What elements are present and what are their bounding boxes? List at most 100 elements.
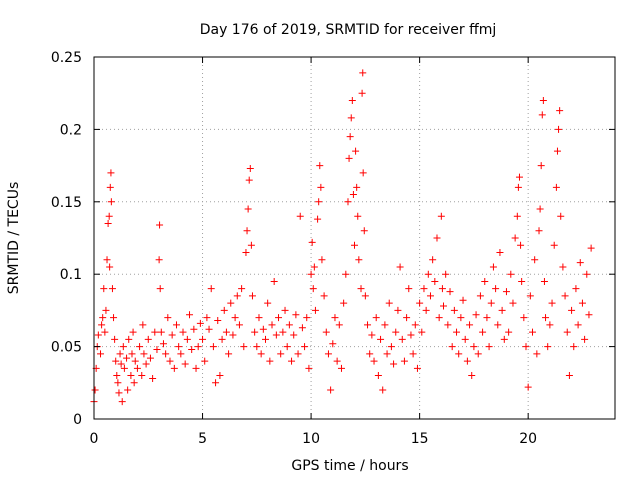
- data-point: [220, 306, 228, 314]
- data-point: [515, 173, 523, 181]
- data-point: [390, 360, 398, 368]
- data-point: [245, 176, 253, 184]
- data-point: [385, 299, 393, 307]
- data-point: [170, 364, 178, 372]
- y-tick-label: 0: [73, 412, 82, 428]
- data-point: [563, 328, 571, 336]
- data-point: [489, 263, 497, 271]
- data-point: [364, 321, 372, 329]
- data-point: [146, 354, 154, 362]
- data-point: [394, 306, 402, 314]
- data-point: [361, 292, 369, 300]
- plot-frame: [93, 56, 616, 420]
- data-point: [444, 321, 452, 329]
- data-point: [279, 328, 287, 336]
- data-point: [255, 314, 263, 322]
- data-point: [192, 364, 200, 372]
- data-point: [583, 270, 591, 278]
- data-point: [281, 306, 289, 314]
- data-point: [540, 277, 548, 285]
- data-point: [97, 350, 105, 358]
- data-point: [576, 259, 584, 267]
- data-point: [168, 331, 176, 339]
- data-point: [337, 364, 345, 372]
- data-point: [459, 296, 467, 304]
- data-point: [144, 335, 152, 343]
- data-point: [251, 328, 259, 336]
- data-point: [247, 241, 255, 249]
- data-point: [238, 285, 246, 293]
- data-point: [225, 350, 233, 358]
- data-points: [90, 69, 595, 406]
- data-point: [283, 343, 291, 351]
- data-point: [244, 205, 252, 213]
- data-point: [102, 306, 110, 314]
- data-point: [581, 335, 589, 343]
- data-point: [139, 321, 147, 329]
- data-point: [359, 69, 367, 77]
- data-point: [130, 379, 138, 387]
- data-point: [335, 321, 343, 329]
- tick-marks: [93, 56, 615, 420]
- data-point: [407, 331, 415, 339]
- data-point: [277, 350, 285, 358]
- data-point: [243, 227, 251, 235]
- data-point: [481, 277, 489, 285]
- data-point: [288, 357, 296, 365]
- data-point: [418, 328, 426, 336]
- data-point: [524, 383, 532, 391]
- data-point: [138, 372, 146, 380]
- data-point: [155, 256, 163, 264]
- data-point: [268, 321, 276, 329]
- data-point: [296, 212, 304, 220]
- data-point: [290, 331, 298, 339]
- data-point: [136, 343, 144, 351]
- data-point: [199, 335, 207, 343]
- data-point: [555, 125, 563, 133]
- data-point: [177, 350, 185, 358]
- grid: [94, 57, 615, 419]
- data-point: [514, 183, 522, 191]
- data-point: [309, 285, 317, 293]
- data-point: [248, 292, 256, 300]
- data-point: [108, 285, 116, 293]
- data-point: [301, 343, 309, 351]
- data-point: [201, 357, 209, 365]
- data-point: [431, 277, 439, 285]
- data-point: [308, 238, 316, 246]
- data-point: [275, 314, 283, 322]
- data-point: [568, 306, 576, 314]
- data-point: [190, 325, 198, 333]
- data-point: [105, 212, 113, 220]
- data-point: [544, 343, 552, 351]
- data-point: [379, 386, 387, 394]
- data-point: [546, 321, 554, 329]
- data-point: [450, 306, 458, 314]
- data-point: [453, 328, 461, 336]
- data-point: [272, 331, 280, 339]
- data-point: [435, 314, 443, 322]
- data-point: [186, 311, 194, 319]
- x-tick-label: 0: [90, 431, 99, 447]
- data-point: [233, 292, 241, 300]
- data-point: [522, 343, 530, 351]
- data-point: [166, 357, 174, 365]
- data-point: [117, 360, 125, 368]
- data-point: [440, 302, 448, 310]
- data-point: [153, 345, 161, 353]
- data-point: [422, 306, 430, 314]
- data-point: [438, 285, 446, 293]
- data-point: [128, 350, 136, 358]
- data-point: [344, 198, 352, 206]
- data-point: [123, 354, 131, 362]
- y-tick-label: 0.05: [51, 340, 82, 356]
- data-point: [529, 328, 537, 336]
- data-point: [264, 299, 272, 307]
- data-point: [485, 343, 493, 351]
- y-tick-labels: 0 0.05 0.1 0.15 0.2 0.25: [51, 50, 82, 428]
- x-tick-label: 20: [519, 431, 537, 447]
- data-point: [347, 114, 355, 122]
- data-point: [377, 335, 385, 343]
- data-point: [94, 331, 102, 339]
- data-point: [496, 248, 504, 256]
